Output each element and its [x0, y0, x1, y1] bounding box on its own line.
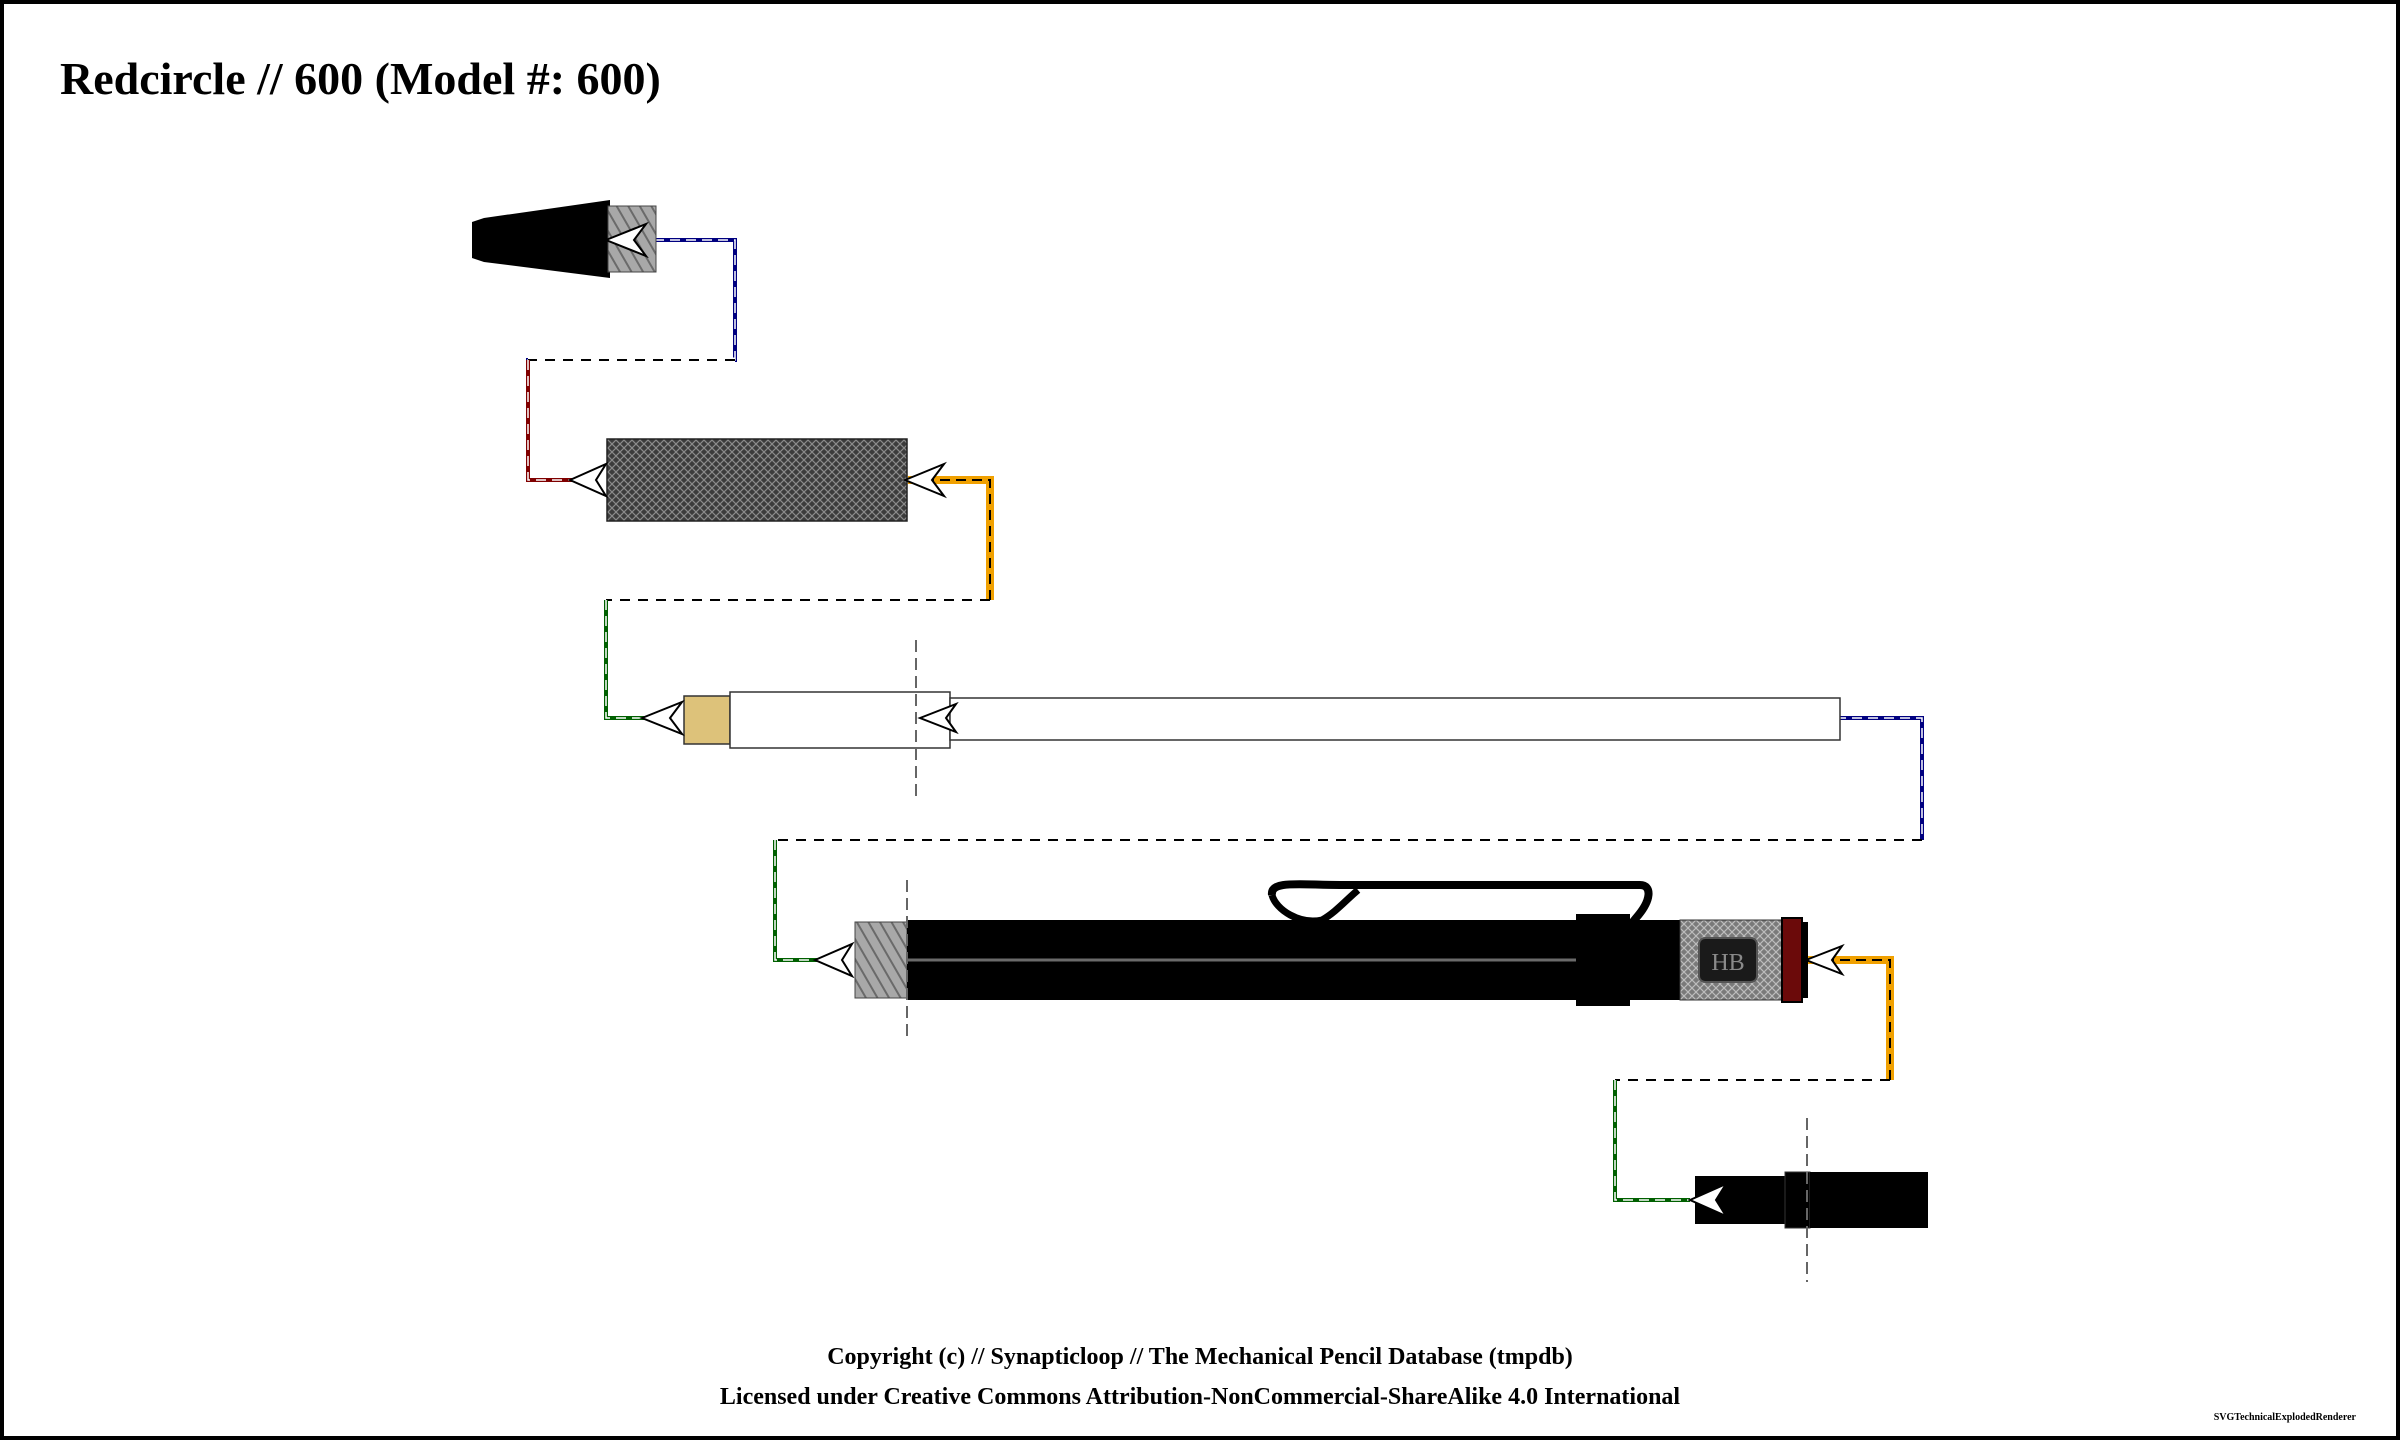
body-thread [854, 921, 908, 999]
footer-license: Licensed under Creative Commons Attribut… [719, 1384, 1681, 1410]
arrow-cap [1687, 1181, 1729, 1219]
cap-ring [1784, 1171, 1811, 1229]
part-body: HB [854, 880, 1808, 1042]
part-grip [606, 438, 908, 522]
arrow-grip-left [567, 461, 609, 499]
arrow-eraser [639, 699, 685, 737]
part-cap [1695, 1118, 1928, 1282]
arrowheads [567, 221, 1845, 1219]
connector-tip-to-grip [526, 238, 737, 482]
arrow-tip-thread [603, 221, 649, 259]
lead-tube [949, 697, 1841, 741]
clip [1268, 880, 1653, 931]
connector-body-to-cap [1613, 956, 1894, 1202]
arrow-grip-right [902, 461, 947, 499]
red-ring [1781, 917, 1803, 1003]
eraser [683, 695, 731, 745]
clip-ring [1576, 914, 1630, 1006]
grade-badge [1698, 937, 1758, 983]
footer-copyright: Copyright (c) // Synapticloop // The Mec… [827, 1344, 1573, 1370]
renderer-label: SVGTechnicalExplodedRenderer [2213, 1412, 2356, 1423]
page-title: Redcircle // 600 (Model #: 600) [60, 53, 661, 104]
clip-foot [1268, 887, 1361, 925]
arrow-body-thread [812, 941, 855, 979]
grade-label: HB [1711, 950, 1744, 976]
cap-rear [1810, 1172, 1928, 1228]
part-eraser-assembly [683, 640, 1841, 800]
body-rear [1630, 920, 1680, 1000]
tip-point [472, 218, 484, 262]
tip-cone-body [484, 200, 610, 278]
arrow-body-end [1803, 943, 1845, 977]
arrow-eraser-holder [917, 701, 959, 735]
